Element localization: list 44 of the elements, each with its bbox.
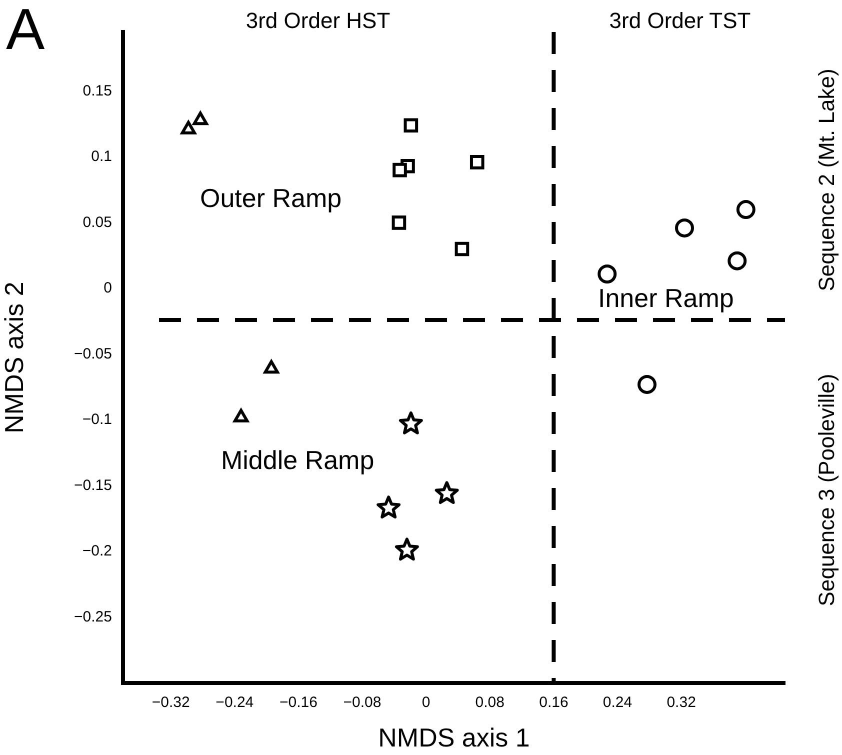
text: Sequence 3 (Pooleville) [814,374,840,606]
point [454,242,470,256]
point [638,374,657,394]
point [392,216,406,230]
point [376,496,401,518]
x-axis-title: NMDS axis 1 [378,722,530,753]
point [470,155,484,170]
y-tick-label: 0.1 [91,148,112,166]
y-tick-label: −0.25 [74,608,112,626]
x-tick-label: 0.24 [602,694,632,712]
y-tick-label: −0.15 [74,476,112,494]
point [598,264,617,284]
y-tick-label: 0.15 [82,82,112,100]
y-axis-title: NMDS axis 2 [0,282,29,434]
y-tick-label: −0.1 [82,411,112,428]
x-tick-label: 0 [422,694,430,712]
x-tick-label: 0.32 [666,694,696,712]
point [434,481,459,504]
y-tick-label: 0.05 [82,214,112,231]
annotation: 3rd Order TST [609,8,751,34]
x-tick-label: 0.16 [539,694,568,712]
annotation: Inner Ramp [598,283,734,314]
x-tick-label: −0.24 [216,694,254,712]
x-tick-label: 0.08 [475,694,504,712]
x-tick-label: −0.08 [343,694,382,712]
point [398,411,423,434]
point [264,360,279,374]
chart-title: A [6,0,45,62]
x-tick-label: −0.32 [152,694,190,712]
y-tick-label: 0 [104,280,112,297]
point [392,162,407,178]
point [728,251,747,270]
text: Sequence 2 (Mt. Lake) [814,68,840,292]
annotation: 3rd Order HST [246,8,390,34]
x-tick-label: −0.16 [279,694,318,712]
annotation: Outer Ramp [200,183,342,214]
point [736,200,756,220]
point [404,118,418,133]
y-tick-label: −0.05 [74,345,112,362]
point [233,408,249,422]
point [394,538,419,561]
y-tick-label: −0.2 [82,542,112,560]
annotation: Middle Ramp [221,445,374,476]
point [675,218,694,238]
